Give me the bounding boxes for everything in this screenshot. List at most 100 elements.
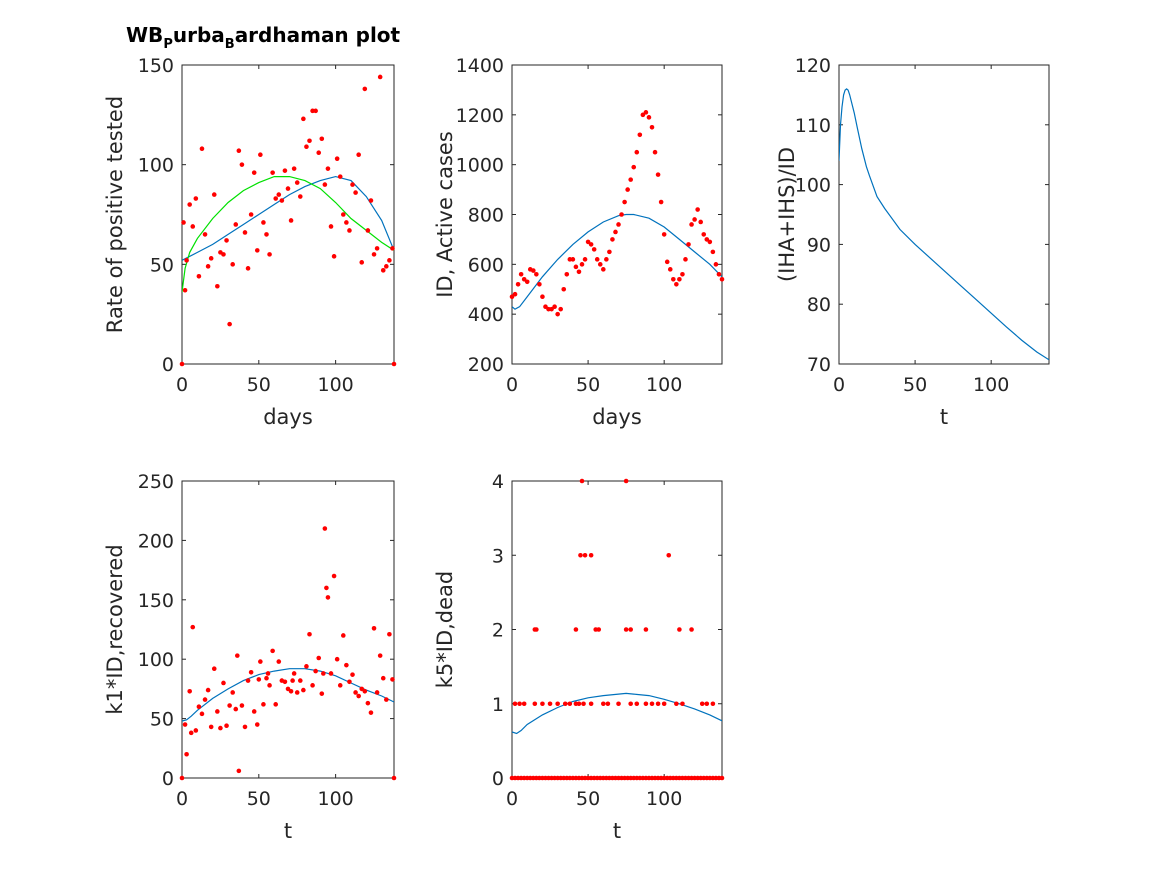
data-point bbox=[581, 701, 586, 707]
data-point bbox=[331, 254, 337, 259]
data-point bbox=[205, 264, 211, 269]
y-tick-label: 50 bbox=[150, 254, 174, 276]
data-point bbox=[380, 675, 386, 681]
data-point bbox=[328, 671, 334, 676]
data-point bbox=[616, 222, 621, 227]
data-point bbox=[199, 711, 205, 717]
data-point bbox=[344, 662, 349, 668]
subplot-1: 0 50 100 0 50 100 150 days Rate of positive test… bbox=[103, 55, 397, 429]
y-tick-label: 50 bbox=[150, 709, 174, 731]
data-point bbox=[594, 257, 600, 262]
data-point bbox=[261, 702, 266, 707]
data-point bbox=[365, 700, 371, 706]
data-point bbox=[509, 294, 515, 300]
subplot-2: 0 50 100 200 400 600 800 1000 1200 1400 days ID, Ac… bbox=[433, 55, 725, 429]
data-point bbox=[264, 675, 269, 681]
data-point bbox=[573, 627, 579, 632]
y-tick-label: 2 bbox=[492, 620, 504, 642]
y-axis-label: (IHA+IHS)/ID bbox=[775, 147, 799, 282]
data-point bbox=[628, 177, 633, 182]
data-point bbox=[387, 258, 392, 263]
data-point bbox=[374, 690, 380, 695]
data-point bbox=[304, 664, 309, 669]
y-tick-label: 100 bbox=[138, 649, 174, 671]
data-point bbox=[251, 709, 257, 714]
y-tick-label: 110 bbox=[795, 115, 831, 137]
y-tick-label: 70 bbox=[807, 354, 831, 376]
x-axis-label: t bbox=[940, 405, 948, 429]
data-point bbox=[532, 701, 538, 707]
data-point bbox=[384, 264, 389, 269]
x-tick-label: 50 bbox=[247, 788, 271, 810]
data-point bbox=[658, 199, 664, 205]
data-point bbox=[628, 627, 633, 632]
data-point bbox=[362, 86, 368, 92]
data-point bbox=[267, 252, 272, 257]
data-point bbox=[524, 279, 530, 285]
data-point bbox=[596, 627, 602, 632]
data-point bbox=[184, 751, 189, 757]
data-point bbox=[605, 701, 611, 707]
data-point bbox=[692, 217, 697, 222]
data-point bbox=[521, 276, 527, 282]
data-point bbox=[555, 701, 560, 707]
data-point bbox=[304, 144, 309, 150]
data-point bbox=[328, 224, 334, 229]
data-point bbox=[350, 672, 355, 677]
data-point bbox=[334, 156, 340, 161]
data-point bbox=[716, 272, 722, 277]
x-axis-label: days bbox=[592, 405, 642, 429]
data-point bbox=[655, 172, 661, 177]
data-point bbox=[601, 267, 606, 272]
data-point bbox=[701, 232, 707, 237]
x-tick-label: 0 bbox=[833, 374, 845, 396]
data-point bbox=[215, 709, 220, 714]
data-point bbox=[591, 247, 597, 252]
data-point bbox=[613, 229, 618, 235]
data-point bbox=[319, 691, 325, 696]
data-point bbox=[356, 152, 361, 157]
data-point bbox=[356, 693, 361, 699]
data-point bbox=[242, 230, 248, 235]
data-point bbox=[190, 224, 196, 229]
y-tick-label: 200 bbox=[138, 530, 174, 552]
y-tick-label: 0 bbox=[162, 768, 174, 790]
data-point bbox=[202, 232, 208, 237]
data-point bbox=[543, 304, 548, 309]
y-tick-label: 600 bbox=[468, 254, 504, 276]
data-point bbox=[666, 552, 672, 558]
data-point bbox=[582, 552, 588, 558]
data-point bbox=[643, 627, 649, 632]
data-point bbox=[661, 232, 667, 237]
data-point bbox=[267, 683, 272, 688]
x-tick-label: 0 bbox=[506, 788, 518, 810]
data-point bbox=[368, 710, 374, 715]
data-point bbox=[307, 138, 312, 144]
plot-area bbox=[839, 88, 1049, 361]
data-point bbox=[547, 701, 553, 707]
data-point bbox=[555, 311, 560, 317]
data-point bbox=[643, 701, 649, 707]
data-point bbox=[288, 688, 294, 694]
data-point bbox=[643, 110, 649, 115]
y-axis-label: k5*ID,dead bbox=[433, 571, 457, 689]
data-point bbox=[242, 724, 248, 730]
data-point bbox=[321, 671, 326, 676]
data-point bbox=[680, 272, 685, 277]
data-point bbox=[322, 182, 328, 187]
data-point bbox=[707, 239, 713, 245]
x-tick-label: 50 bbox=[576, 374, 600, 396]
axes-box bbox=[511, 64, 723, 365]
data-point bbox=[371, 626, 377, 631]
fit-line bbox=[182, 176, 394, 293]
data-point bbox=[368, 198, 374, 203]
data-point bbox=[224, 238, 229, 243]
y-tick-label: 1200 bbox=[456, 105, 504, 127]
data-point bbox=[215, 283, 220, 289]
data-point bbox=[179, 775, 185, 781]
y-tick-label: 90 bbox=[807, 234, 831, 256]
data-point bbox=[230, 262, 235, 267]
plot-area bbox=[182, 668, 394, 722]
data-point bbox=[182, 722, 188, 727]
data-point bbox=[270, 648, 275, 654]
